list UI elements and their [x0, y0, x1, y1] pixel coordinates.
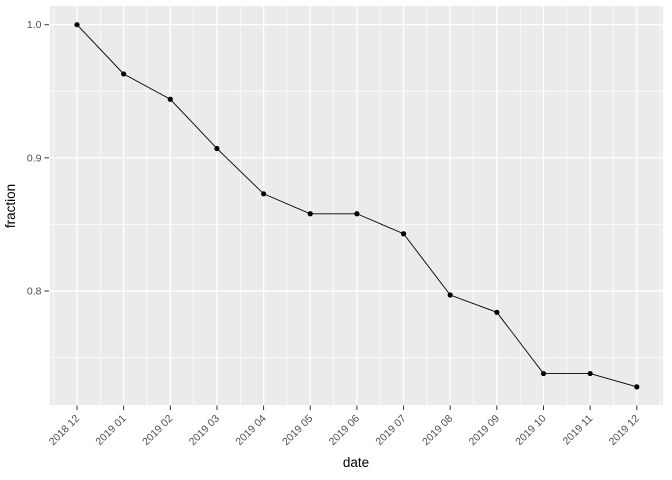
data-point [400, 231, 407, 237]
data-point [214, 145, 220, 152]
x-axis-tick-label: 2019 12 [607, 413, 642, 448]
data-point [74, 22, 80, 28]
x-axis-tick-label: 2019 08 [420, 413, 455, 448]
x-axis-tick-label: 2019 05 [280, 413, 315, 448]
data-point [540, 370, 547, 377]
y-axis-tick-label: 0.8 [27, 286, 42, 298]
y-axis-tick-label: 0.9 [27, 152, 42, 164]
y-axis-title: fraction [3, 184, 18, 228]
data-point [307, 211, 313, 217]
x-axis-tick-label: 2019 02 [140, 413, 175, 448]
data-point [261, 191, 267, 197]
x-axis-tick-label: 2019 10 [513, 413, 548, 448]
data-point [494, 309, 500, 315]
x-axis-title: date [343, 455, 369, 470]
x-axis-tick-label: 2019 01 [93, 413, 128, 448]
data-point [634, 384, 640, 390]
x-axis-tick-label: 2019 09 [467, 413, 502, 448]
x-axis-tick-label: 2019 11 [560, 413, 595, 448]
plot-area: 1.0 0.9 0.8 2018 12 2019 01 2019 02 2019 03 201… [27, 6, 663, 448]
x-axis-tick-label: 2019 07 [373, 413, 408, 448]
y-axis-tick-label: 1.0 [27, 19, 42, 31]
x-axis-tick-label: 2019 03 [187, 413, 222, 448]
data-point [587, 370, 593, 377]
x-axis-tick-label: 2018 12 [47, 413, 82, 448]
x-axis-tick-label: 2019 04 [233, 413, 268, 448]
data-point [167, 96, 173, 102]
data-point [354, 211, 360, 217]
data-point [447, 292, 453, 298]
x-axis-tick-label: 2019 06 [327, 413, 362, 448]
data-point [121, 71, 127, 77]
